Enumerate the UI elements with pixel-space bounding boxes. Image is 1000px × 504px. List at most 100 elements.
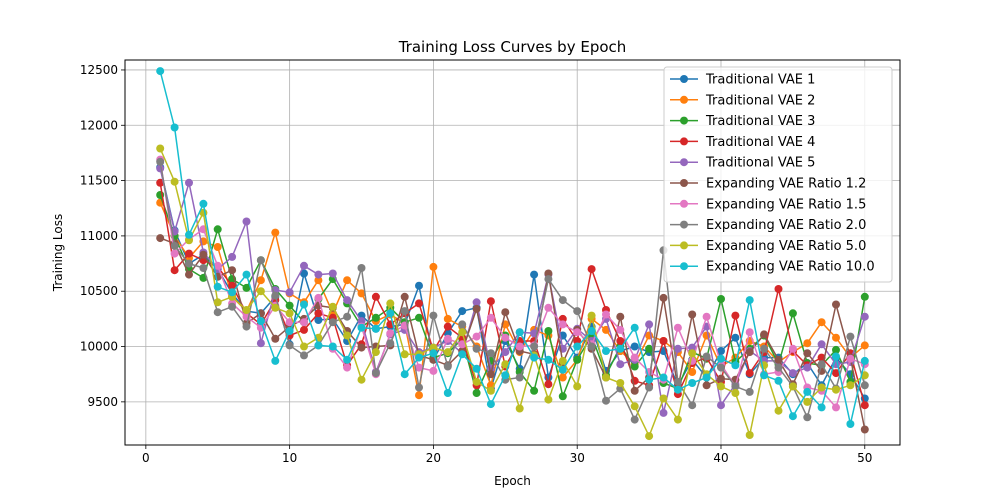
data-point <box>300 300 308 309</box>
legend: Traditional VAE 1 Traditional VAE 2 Tradit… <box>663 66 893 283</box>
data-point <box>860 425 869 434</box>
data-point <box>659 394 668 403</box>
data-point <box>860 341 869 350</box>
data-point <box>688 343 697 352</box>
data-point <box>558 365 567 374</box>
data-point <box>156 178 165 187</box>
data-point <box>443 348 452 357</box>
data-point <box>400 350 409 359</box>
data-point <box>156 157 165 166</box>
data-point <box>429 262 438 271</box>
data-point <box>602 347 610 355</box>
data-point <box>213 308 222 317</box>
y-axis-label: Training Loss <box>51 214 65 292</box>
data-point <box>702 352 711 361</box>
data-point <box>357 264 366 272</box>
data-point <box>803 397 812 406</box>
data-point <box>170 241 179 250</box>
data-point <box>673 323 682 332</box>
data-point <box>314 309 323 318</box>
legend-label: Traditional VAE 3 <box>705 114 815 129</box>
data-point <box>573 328 582 337</box>
data-point <box>731 382 740 391</box>
data-point <box>774 363 783 372</box>
data-point <box>443 362 452 371</box>
data-point <box>530 353 539 362</box>
data-point <box>271 228 280 237</box>
data-point <box>745 328 754 337</box>
x-tick-label: 50 <box>857 451 872 465</box>
x-tick-label: 30 <box>570 451 585 465</box>
data-point <box>717 295 725 303</box>
x-tick-label: 40 <box>713 451 728 465</box>
data-point <box>486 400 495 409</box>
data-point <box>717 363 725 372</box>
data-point <box>285 327 294 335</box>
data-point <box>602 396 610 405</box>
data-point <box>185 236 193 245</box>
data-point <box>386 299 395 308</box>
data-point <box>242 306 251 314</box>
data-point <box>472 332 481 341</box>
data-point <box>645 432 654 441</box>
data-point <box>817 360 826 369</box>
data-point <box>673 377 682 386</box>
data-point <box>788 382 797 391</box>
data-point <box>558 356 567 365</box>
data-point <box>860 401 869 410</box>
data-point <box>688 379 697 387</box>
legend-item: Traditional VAE 1 <box>670 73 815 88</box>
data-point <box>659 293 668 302</box>
data-point <box>343 276 352 285</box>
data-point <box>256 317 265 326</box>
data-point <box>530 342 539 351</box>
legend-swatch-marker <box>680 137 688 146</box>
data-point <box>832 403 840 412</box>
data-point <box>415 383 423 392</box>
data-point <box>673 344 682 353</box>
data-point <box>271 334 280 343</box>
legend-item: Expanding VAE Ratio 1.5 <box>670 197 866 212</box>
y-tick-label: 11500 <box>80 174 118 188</box>
data-point <box>745 431 754 439</box>
data-point <box>731 389 740 397</box>
data-point <box>774 355 783 364</box>
data-point <box>587 342 596 351</box>
data-point <box>515 342 524 351</box>
data-point <box>817 318 826 327</box>
data-point <box>443 389 452 397</box>
data-point <box>832 369 840 378</box>
data-point <box>573 355 582 364</box>
data-point <box>343 331 352 340</box>
x-tick-label: 10 <box>282 451 297 465</box>
data-point <box>702 381 711 390</box>
data-point <box>846 420 855 428</box>
data-point <box>501 360 510 369</box>
data-point <box>573 342 582 351</box>
data-point <box>860 381 869 390</box>
data-point <box>328 342 337 351</box>
data-point <box>415 363 423 372</box>
data-point <box>458 350 467 359</box>
data-point <box>788 412 797 421</box>
data-point <box>587 311 596 320</box>
data-point <box>300 351 308 360</box>
data-point <box>688 401 697 410</box>
data-point <box>213 298 222 307</box>
data-point <box>242 283 251 292</box>
data-point <box>300 269 308 278</box>
data-point <box>429 349 438 358</box>
legend-label: Traditional VAE 2 <box>705 93 815 108</box>
data-point <box>458 340 467 349</box>
data-point <box>645 375 654 384</box>
legend-swatch-marker <box>680 241 688 250</box>
data-point <box>860 356 869 365</box>
data-point <box>357 289 366 298</box>
data-point <box>788 369 797 378</box>
legend-label: Expanding VAE Ratio 1.2 <box>706 177 866 192</box>
data-point <box>602 325 610 334</box>
data-point <box>630 415 639 424</box>
data-point <box>256 256 265 265</box>
data-point <box>731 333 740 342</box>
